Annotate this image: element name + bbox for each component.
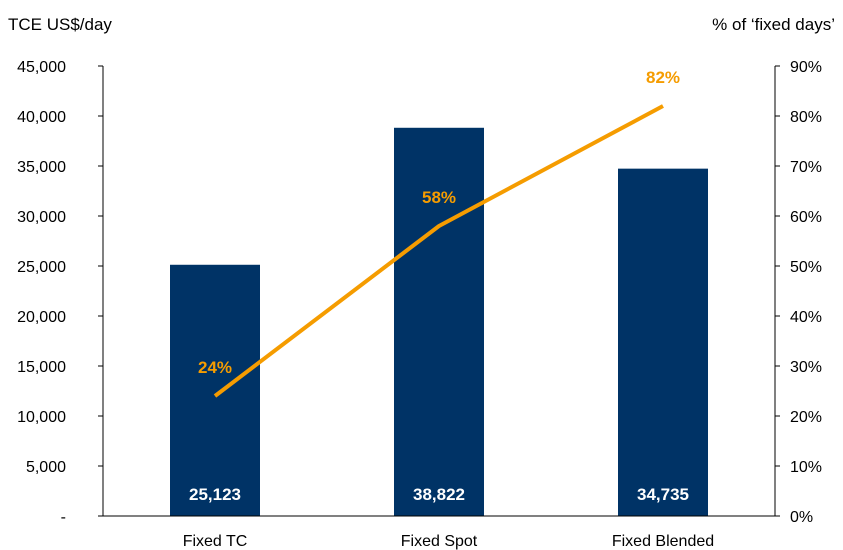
right-tick-label: 20% [790, 409, 822, 426]
left-tick-label: 5,000 [26, 459, 66, 476]
bar [394, 127, 484, 516]
right-tick-label: 50% [790, 259, 822, 276]
line-data-label: 24% [198, 358, 232, 377]
right-axis-title: % of ‘fixed days’ [712, 15, 835, 34]
left-tick-label: 35,000 [17, 159, 66, 176]
left-tick-label: 45,000 [17, 59, 66, 76]
bar-data-label: 25,123 [189, 485, 241, 504]
right-tick-label: 0% [790, 509, 813, 526]
right-tick-label: 10% [790, 459, 822, 476]
line-path [213, 104, 664, 398]
right-axis: 0% 10% 20% 30% 40% 50% 60% 70% 80% 90% [775, 59, 822, 526]
bar-data-label: 38,822 [413, 485, 465, 504]
left-tick-label: - [61, 509, 66, 526]
right-tick-label: 80% [790, 109, 822, 126]
left-tick-label: 40,000 [17, 109, 66, 126]
bar-series: 25,123 38,822 34,735 [170, 127, 708, 516]
line-data-label: 58% [422, 188, 456, 207]
left-axis-title: TCE US$/day [8, 15, 112, 34]
left-tick-label: 30,000 [17, 209, 66, 226]
bar-data-label: 34,735 [637, 485, 689, 504]
line-data-label: 82% [646, 68, 680, 87]
right-tick-label: 70% [790, 159, 822, 176]
bar [618, 168, 708, 516]
bar [170, 264, 260, 516]
line-series: 24% 58% 82% [198, 68, 680, 398]
right-tick-label: 30% [790, 359, 822, 376]
left-axis: - 5,000 10,000 15,000 20,000 25,000 30,000 35,0… [17, 59, 103, 526]
right-tick-label: 40% [790, 309, 822, 326]
category-label: Fixed Blended [612, 533, 714, 550]
left-tick-label: 20,000 [17, 309, 66, 326]
right-tick-label: 90% [790, 59, 822, 76]
axis-lines [102, 66, 776, 517]
category-label: Fixed TC [183, 533, 248, 550]
left-tick-label: 15,000 [17, 359, 66, 376]
category-label: Fixed Spot [401, 533, 478, 550]
right-tick-label: 60% [790, 209, 822, 226]
category-axis: Fixed TC Fixed Spot Fixed Blended [183, 533, 714, 550]
left-tick-label: 10,000 [17, 409, 66, 426]
left-tick-label: 25,000 [17, 259, 66, 276]
